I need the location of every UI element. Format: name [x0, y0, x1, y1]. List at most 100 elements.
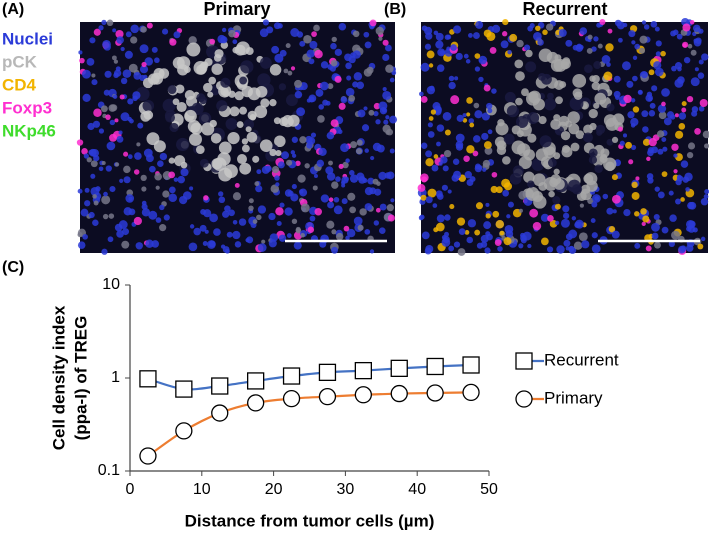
- cell: [252, 219, 258, 224]
- cell: [299, 136, 307, 144]
- cell: [573, 91, 583, 100]
- cell: [284, 207, 293, 216]
- cell: [173, 31, 181, 39]
- cell: [382, 124, 391, 133]
- cell: [188, 36, 197, 45]
- cell: [81, 69, 91, 79]
- cell: [450, 44, 457, 51]
- cell: [350, 141, 358, 149]
- cell: [385, 64, 394, 73]
- cell: [678, 112, 687, 120]
- cell: [109, 185, 116, 193]
- cell: [334, 75, 342, 83]
- series-line: [147, 391, 472, 457]
- cell: [330, 59, 338, 67]
- cell: [342, 161, 349, 169]
- cell: [93, 200, 99, 206]
- data-point: [462, 383, 480, 402]
- cell: [639, 47, 646, 54]
- cell: [466, 112, 471, 117]
- micrograph: [417, 17, 709, 256]
- cell: [433, 227, 439, 233]
- cell: [366, 66, 374, 74]
- cell: [516, 39, 524, 48]
- cell: [475, 20, 484, 29]
- cell: [651, 222, 660, 232]
- cell: [127, 98, 134, 105]
- cell: [328, 197, 334, 202]
- cell: [447, 189, 452, 194]
- panel-label: (C): [2, 259, 24, 276]
- cell: [271, 165, 280, 174]
- cell: [163, 214, 170, 221]
- cell: [265, 165, 272, 172]
- cell: [319, 81, 329, 91]
- cell: [154, 172, 162, 181]
- cell: [704, 189, 709, 195]
- cell: [418, 215, 424, 221]
- cell: [107, 236, 114, 243]
- cell: [241, 85, 253, 98]
- cell: [369, 249, 375, 254]
- cell: [309, 40, 318, 49]
- cell: [188, 242, 198, 252]
- cell: [658, 111, 667, 120]
- cell: [547, 158, 557, 168]
- cell: [199, 96, 208, 105]
- cell: [437, 48, 446, 57]
- cell: [385, 44, 392, 52]
- cell: [535, 25, 541, 32]
- cell: [527, 133, 537, 143]
- cell: [317, 115, 325, 123]
- cell: [538, 116, 547, 125]
- cell: [520, 232, 526, 238]
- cell: [627, 111, 635, 119]
- cell: [363, 31, 370, 38]
- cell: [420, 194, 427, 201]
- cell: [128, 63, 138, 73]
- cell: [431, 164, 439, 172]
- cell: [703, 194, 709, 199]
- cell: [698, 105, 705, 112]
- cell: [571, 216, 577, 221]
- cell: [229, 106, 240, 117]
- cell: [390, 198, 395, 203]
- cell: [382, 90, 392, 100]
- cell: [286, 159, 293, 166]
- cell: [632, 55, 638, 60]
- cell: [625, 141, 632, 149]
- cell: [356, 81, 365, 90]
- cell: [155, 185, 160, 190]
- cell: [98, 25, 104, 31]
- cell: [448, 75, 455, 82]
- cell: [385, 115, 390, 120]
- cell: [295, 160, 301, 167]
- cell: [481, 132, 489, 141]
- cell: [465, 59, 471, 64]
- cell: [521, 88, 529, 97]
- cell: [518, 156, 532, 170]
- cell: [98, 166, 104, 172]
- cell: [359, 208, 367, 216]
- cell: [81, 148, 88, 155]
- cell: [425, 245, 434, 253]
- cell: [82, 234, 88, 240]
- cell: [213, 228, 221, 236]
- cell: [425, 32, 433, 40]
- cell: [257, 205, 267, 214]
- cell: [305, 135, 313, 144]
- cell: [293, 241, 302, 250]
- cell: [294, 90, 303, 99]
- cell: [168, 171, 176, 179]
- cell: [372, 142, 382, 152]
- cell: [232, 192, 242, 201]
- cell: [222, 90, 230, 97]
- cell: [149, 165, 156, 173]
- cell: [496, 140, 507, 151]
- cell: [674, 113, 679, 118]
- cell: [349, 174, 359, 183]
- cell: [239, 106, 248, 115]
- cell: [591, 46, 597, 52]
- cell: [116, 36, 124, 44]
- cell: [501, 178, 511, 188]
